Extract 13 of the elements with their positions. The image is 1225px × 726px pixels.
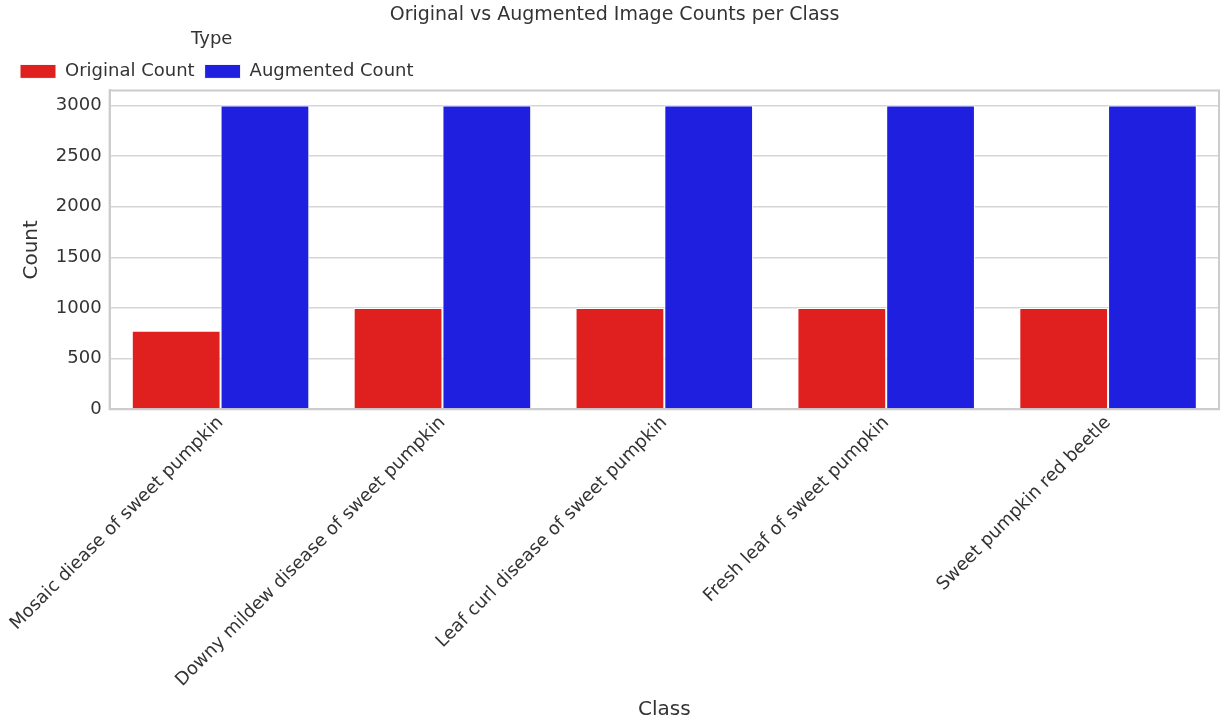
x-axis-title: Class xyxy=(638,696,691,721)
y-tick-label: 1000 xyxy=(55,295,102,317)
y-tick-label: 3000 xyxy=(55,93,102,115)
y-tick-label: 0 xyxy=(90,396,102,418)
chart-title: Original vs Augmented Image Counts per Class xyxy=(389,2,840,25)
y-tick-label: 2000 xyxy=(55,194,102,216)
y-tick-label: 1500 xyxy=(55,245,102,267)
legend-label: Original Count xyxy=(65,59,195,81)
legend-title: Type xyxy=(190,27,233,49)
y-tick-label: 2500 xyxy=(55,143,102,165)
y-axis-title: Count xyxy=(18,219,43,280)
legend-label: Augmented Count xyxy=(249,59,414,81)
y-tick-label: 500 xyxy=(67,346,102,368)
